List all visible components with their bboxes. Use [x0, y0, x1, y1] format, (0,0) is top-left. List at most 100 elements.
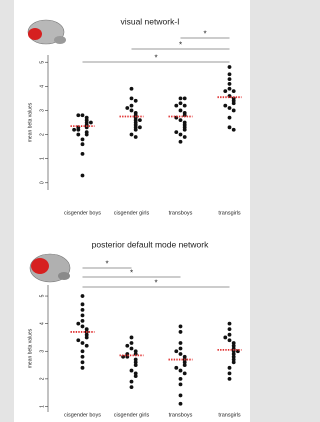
significance-label: *: [179, 41, 182, 50]
data-point: [89, 121, 93, 125]
data-point: [179, 325, 183, 329]
data-point: [179, 101, 183, 105]
data-point: [81, 341, 85, 345]
data-point: [81, 302, 85, 306]
y-tick-label: 4: [39, 85, 45, 88]
data-point: [134, 374, 138, 378]
x-tick-label: cisgender girls: [114, 210, 150, 216]
data-point: [183, 96, 187, 100]
data-point: [130, 369, 134, 373]
data-point: [228, 377, 232, 381]
y-axis-label: mean beta values: [27, 102, 33, 142]
x-tick-label: cisgender boys: [64, 412, 101, 418]
data-point: [228, 322, 232, 326]
data-point: [228, 327, 232, 331]
data-point: [179, 140, 183, 144]
data-point: [130, 347, 134, 351]
data-point: [81, 360, 85, 364]
data-point: [228, 77, 232, 81]
data-point: [72, 128, 76, 132]
data-point: [183, 104, 187, 108]
data-point: [138, 118, 142, 122]
data-point: [223, 336, 227, 340]
data-point: [179, 133, 183, 137]
y-tick-label: 5: [39, 61, 45, 64]
data-point: [179, 352, 183, 356]
data-point: [179, 394, 183, 398]
data-point: [228, 65, 232, 69]
data-point: [232, 128, 236, 132]
data-point: [130, 341, 134, 345]
data-point: [134, 135, 138, 139]
data-point: [228, 366, 232, 370]
data-point: [232, 101, 236, 105]
x-tick-label: cisgender boys: [64, 210, 101, 216]
data-point: [81, 137, 85, 141]
data-point: [174, 104, 178, 108]
data-point: [179, 118, 183, 122]
y-tick-label: 2: [39, 377, 45, 380]
data-point: [228, 333, 232, 337]
data-point: [183, 371, 187, 375]
data-point: [81, 325, 85, 329]
data-point: [179, 330, 183, 334]
data-point: [134, 363, 138, 367]
data-point: [130, 380, 134, 384]
significance-label: *: [154, 54, 157, 63]
y-tick-label: 2: [39, 133, 45, 136]
y-tick-label: 1: [39, 405, 45, 408]
data-point: [228, 106, 232, 110]
data-point: [81, 319, 85, 323]
data-point: [228, 371, 232, 375]
y-tick-label: 0: [39, 181, 45, 184]
data-point: [183, 363, 187, 367]
data-point: [81, 174, 85, 178]
data-point: [228, 82, 232, 86]
data-point: [232, 360, 236, 364]
data-point: [183, 128, 187, 132]
significance-label: *: [105, 260, 108, 269]
data-point: [179, 96, 183, 100]
data-point: [232, 89, 236, 93]
chart-title: posterior default mode network: [92, 239, 209, 249]
data-point: [130, 133, 134, 137]
x-tick-label: cisgender girls: [114, 412, 150, 418]
data-point: [223, 104, 227, 108]
data-point: [179, 109, 183, 113]
data-point: [183, 135, 187, 139]
y-tick-label: 1: [39, 157, 45, 160]
data-point: [130, 109, 134, 113]
data-point: [232, 109, 236, 113]
data-point: [85, 336, 89, 340]
data-point: [179, 347, 183, 351]
data-point: [174, 366, 178, 370]
data-point: [179, 382, 183, 386]
figure: visual network-Imean beta values012345ci…: [0, 0, 260, 422]
data-point: [174, 349, 178, 353]
data-point: [179, 402, 183, 406]
data-point: [130, 87, 134, 91]
significance-label: *: [130, 269, 133, 278]
data-point: [85, 344, 89, 348]
data-point: [130, 96, 134, 100]
data-point: [223, 89, 227, 93]
y-tick-label: 3: [39, 350, 45, 353]
data-point: [228, 125, 232, 129]
data-point: [81, 366, 85, 370]
data-point: [81, 142, 85, 146]
data-point: [138, 125, 142, 129]
data-point: [85, 133, 89, 137]
data-point: [228, 87, 232, 91]
data-point: [134, 99, 138, 103]
y-tick-label: 4: [39, 322, 45, 325]
data-point: [125, 106, 129, 110]
x-tick-label: transboys: [169, 210, 193, 216]
y-tick-label: 3: [39, 109, 45, 112]
data-point: [81, 349, 85, 353]
x-tick-label: transgirls: [218, 412, 241, 418]
data-point: [179, 341, 183, 345]
significance-label: *: [154, 279, 157, 288]
data-point: [81, 113, 85, 117]
data-point: [76, 338, 80, 342]
